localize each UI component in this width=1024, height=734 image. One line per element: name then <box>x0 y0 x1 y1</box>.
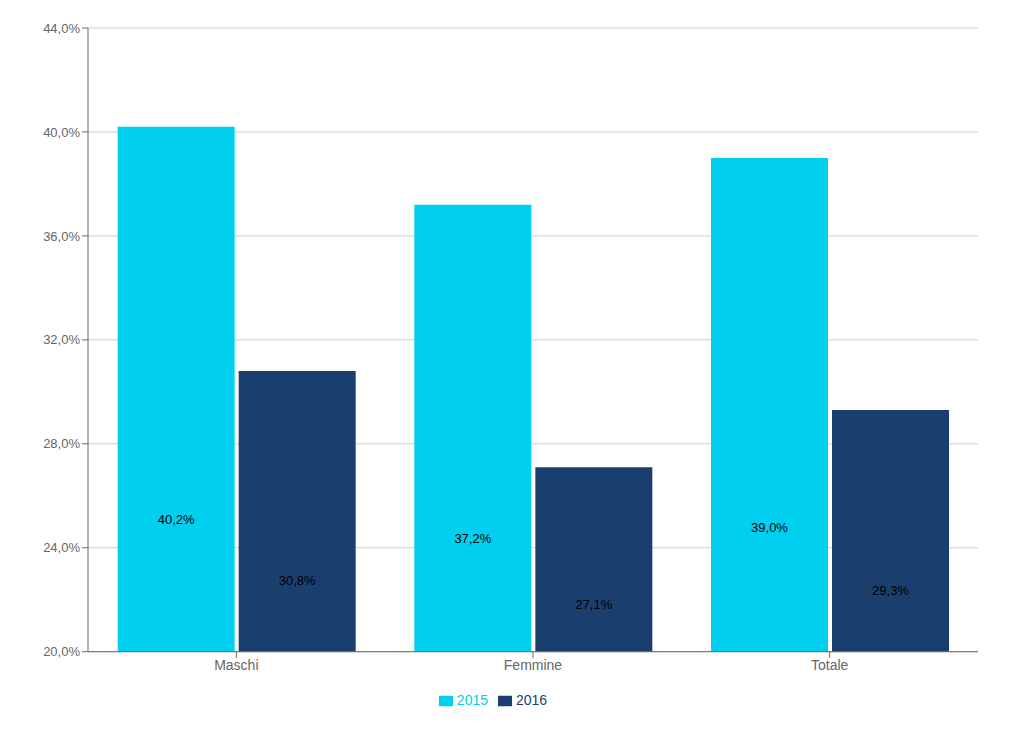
svg-text:40,0%: 40,0% <box>43 125 80 140</box>
svg-text:32,0%: 32,0% <box>43 332 80 347</box>
svg-text:28,0%: 28,0% <box>43 436 80 451</box>
svg-text:Totale: Totale <box>811 657 849 673</box>
svg-text:Femmine: Femmine <box>504 657 563 673</box>
svg-text:44,0%: 44,0% <box>43 21 80 36</box>
html-text:2015: 2015 <box>456 691 488 708</box>
svg-text:Maschi: Maschi <box>214 657 258 673</box>
svg-text:20,0%: 20,0% <box>43 644 80 659</box>
svg-text:30,8%: 30,8% <box>279 573 316 588</box>
svg-text:27,1%: 27,1% <box>575 597 612 612</box>
svg-text:37,2%: 37,2% <box>454 531 491 546</box>
svg-text:24,0%: 24,0% <box>43 540 80 555</box>
svg-text:29,3%: 29,3% <box>872 583 909 598</box>
svg-text:36,0%: 36,0% <box>43 229 80 244</box>
svg-text:39,0%: 39,0% <box>751 520 788 535</box>
svg-text:40,2%: 40,2% <box>158 512 195 527</box>
html-text:2016: 2016 <box>516 691 548 708</box>
